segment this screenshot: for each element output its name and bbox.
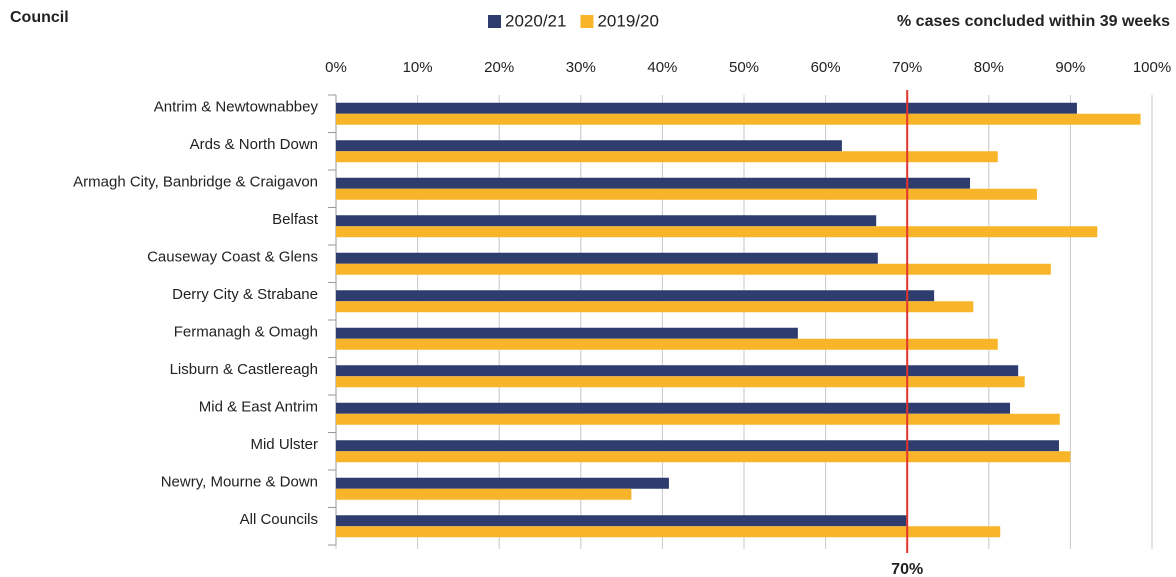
bar <box>336 402 1011 414</box>
legend-swatch <box>488 15 501 28</box>
y-tick-label: Mid & East Antrim <box>199 399 318 416</box>
x-tick-label: 70% <box>892 59 922 76</box>
x-tick-label: 30% <box>566 59 596 76</box>
legend-label: 2020/21 <box>505 11 566 30</box>
x-tick-label: 50% <box>729 59 759 76</box>
bar <box>336 526 1001 538</box>
bar <box>336 327 798 339</box>
y-axis-label: Council <box>10 9 69 26</box>
y-tick-label: Fermanagh & Omagh <box>174 324 318 341</box>
bar <box>336 451 1071 463</box>
bar <box>336 263 1051 275</box>
x-tick-label: 100% <box>1133 59 1171 76</box>
x-tick-label: 10% <box>403 59 433 76</box>
y-tick-label: Armagh City, Banbridge & Craigavon <box>73 174 318 191</box>
bar <box>336 188 1037 200</box>
y-tick-label: Ards & North Down <box>190 136 318 153</box>
bar <box>336 226 1098 238</box>
chart-title: % cases concluded within 39 weeks <box>897 13 1170 30</box>
y-tick-label: Lisburn & Castlereagh <box>170 361 318 378</box>
bar <box>336 413 1060 425</box>
y-tick-label: Derry City & Strabane <box>172 286 318 303</box>
y-tick-label: Causeway Coast & Glens <box>147 249 318 266</box>
bar <box>336 440 1059 452</box>
bar <box>336 477 669 489</box>
bar <box>336 177 971 189</box>
bar <box>336 365 1019 377</box>
bar <box>336 252 878 264</box>
y-tick-label: Newry, Mourne & Down <box>161 474 318 491</box>
legend-label: 2019/20 <box>597 11 658 30</box>
y-tick-label: Belfast <box>272 211 319 228</box>
bar <box>336 102 1077 114</box>
bar <box>336 290 935 302</box>
x-tick-label: 0% <box>325 59 347 76</box>
bar <box>336 301 974 313</box>
y-tick-label: Antrim & Newtownabbey <box>154 99 319 116</box>
x-tick-label: 80% <box>974 59 1004 76</box>
bar <box>336 113 1141 125</box>
bar <box>336 488 632 500</box>
x-tick-label: 90% <box>1055 59 1085 76</box>
bar <box>336 151 998 163</box>
y-tick-label: Mid Ulster <box>250 436 318 453</box>
x-tick-label: 60% <box>811 59 841 76</box>
bar <box>336 338 998 350</box>
bar <box>336 215 877 227</box>
legend-swatch <box>580 15 594 28</box>
bar <box>336 515 907 527</box>
reference-label: 70% <box>891 561 923 577</box>
bar <box>336 140 842 152</box>
x-tick-label: 40% <box>647 59 677 76</box>
y-tick-label: All Councils <box>240 511 318 528</box>
x-tick-label: 20% <box>484 59 514 76</box>
bar <box>336 376 1025 388</box>
